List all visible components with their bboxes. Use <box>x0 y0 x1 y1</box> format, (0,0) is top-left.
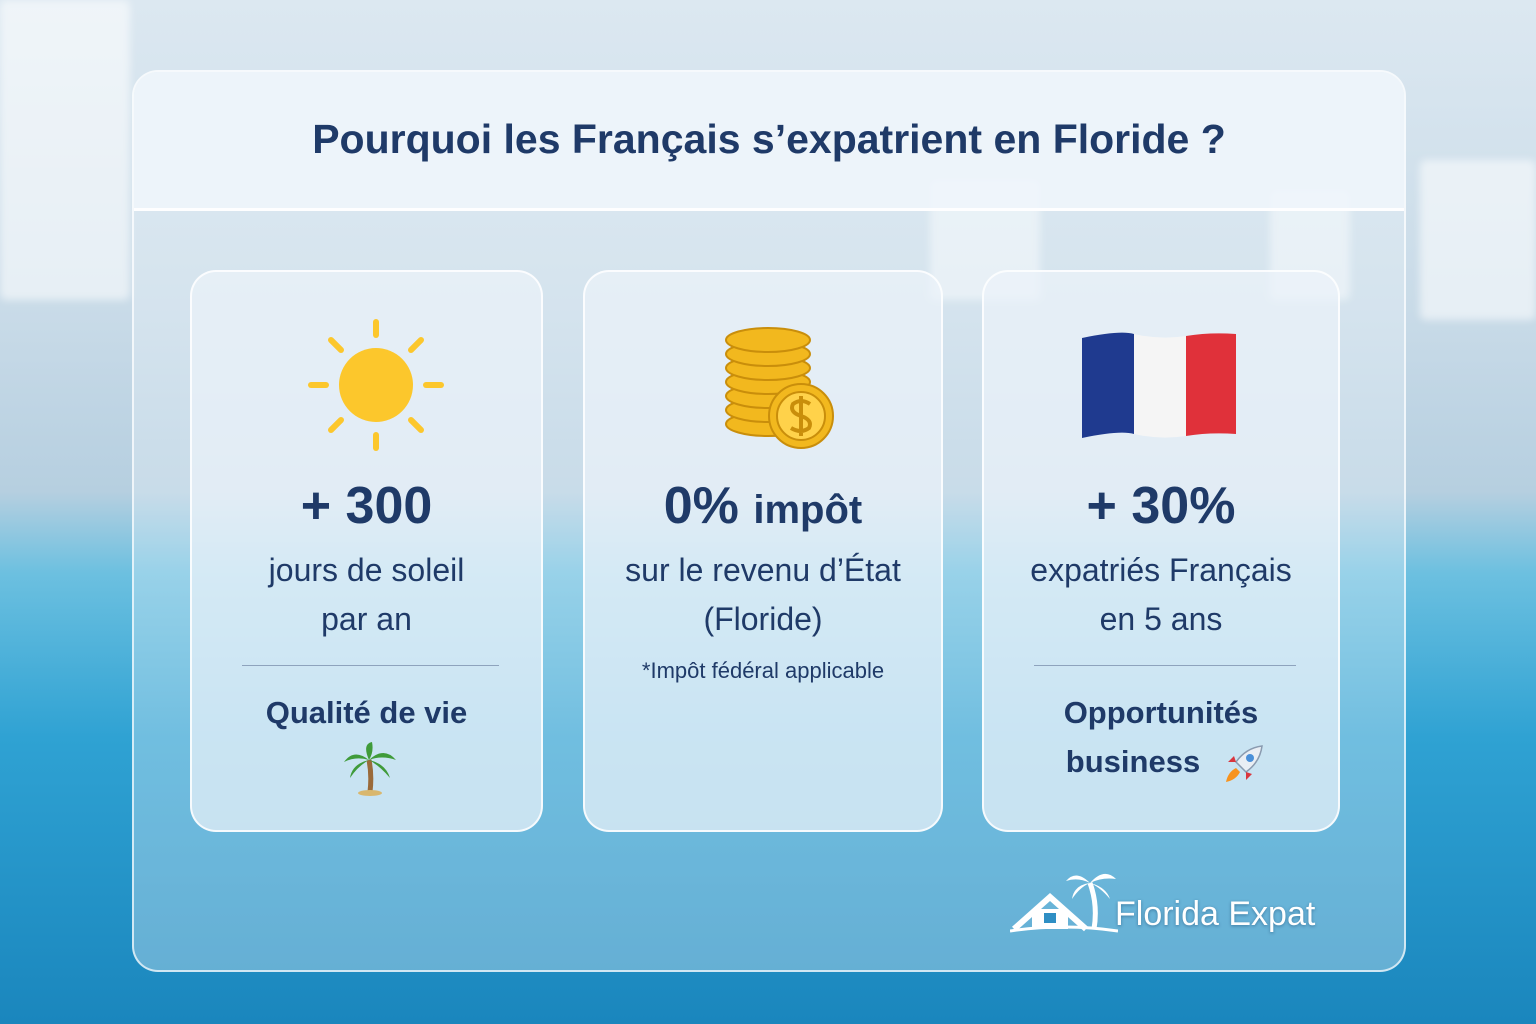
stat: + 300 <box>300 477 433 535</box>
card: + 300 jours de soleil par an Qualité de … <box>190 270 543 832</box>
building <box>1420 160 1536 320</box>
divider <box>242 665 499 666</box>
stat-suffix: impôt <box>753 488 863 532</box>
stat: 0% impôt <box>585 476 941 536</box>
card: + 30% expatriés Français en 5 ans Opport… <box>982 270 1340 832</box>
description: expatriés Français <box>1030 552 1292 588</box>
coins-icon <box>725 327 834 449</box>
description: par an <box>321 601 412 637</box>
flag-icon <box>1082 332 1236 438</box>
rocket-icon <box>1226 745 1263 782</box>
sun-icon <box>308 319 444 451</box>
title-band <box>134 72 1404 211</box>
palm-icon <box>344 742 396 796</box>
stat-value: 0% <box>663 477 739 535</box>
description: sur le revenu d’État <box>625 552 901 588</box>
logo-icon <box>1010 873 1118 933</box>
footer: Qualité de vie <box>265 695 468 730</box>
footer: business <box>1065 744 1201 779</box>
footer: Opportunités <box>1063 695 1259 730</box>
card: 0% impôt sur le revenu d’État (Floride) … <box>583 270 943 832</box>
description: jours de soleil <box>268 552 465 588</box>
description: en 5 ans <box>1099 601 1223 637</box>
title: Pourquoi les Français s’expatrient en Fl… <box>312 116 1226 162</box>
description: (Floride) <box>703 601 823 637</box>
building <box>0 0 130 300</box>
divider <box>1034 665 1296 666</box>
stat: + 30% <box>1086 477 1236 535</box>
note: *Impôt fédéral applicable <box>641 658 885 683</box>
logo-text: Florida Expat <box>1115 895 1316 933</box>
